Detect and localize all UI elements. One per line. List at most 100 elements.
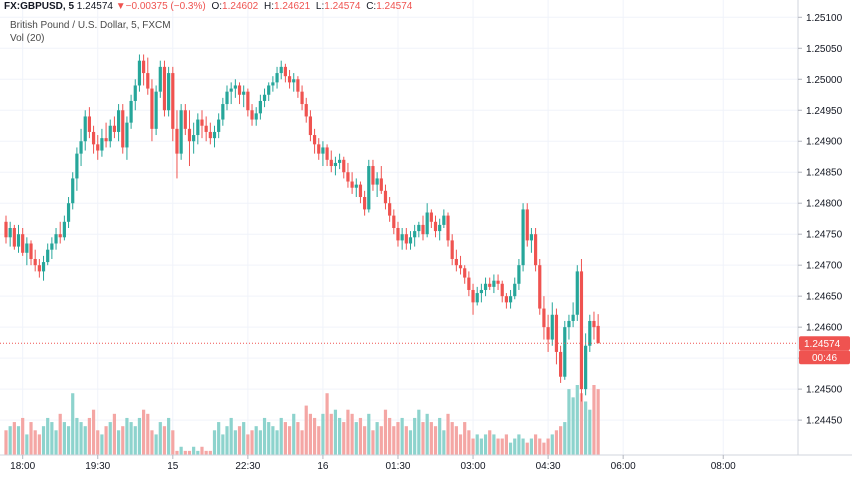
candle-body (167, 73, 171, 111)
volume-bar (121, 426, 125, 455)
candle-body (529, 234, 534, 241)
candle-body (588, 320, 592, 346)
candle-body (413, 231, 417, 238)
high-label: H: (263, 1, 274, 12)
volume-bar (471, 438, 475, 455)
candle-body (125, 122, 129, 148)
volume-bar (338, 417, 342, 455)
candle-body (296, 79, 300, 92)
candle-body (258, 100, 262, 114)
volume-bar (96, 430, 100, 455)
volume-bar (304, 405, 308, 455)
open-value: 1.24602 (222, 1, 259, 12)
candle-body (283, 66, 287, 77)
candle-body (333, 162, 338, 167)
volume-bar (463, 422, 467, 455)
volume-bar (225, 426, 229, 455)
volume-bar (275, 430, 279, 455)
candle-body (254, 113, 258, 120)
volume-bar (446, 413, 450, 455)
candle-body (533, 234, 538, 266)
volume-bar (592, 385, 596, 455)
volume-bar (279, 417, 283, 455)
candle-body (571, 314, 575, 321)
candle-body (200, 119, 204, 126)
candle-body (525, 209, 529, 241)
volume-bar (112, 413, 117, 455)
price-tick-label: 1.24850 (806, 168, 843, 179)
volume-bar (258, 430, 262, 455)
volume-bar (100, 434, 104, 455)
volume-bar (329, 413, 333, 455)
candle-body (79, 141, 83, 154)
candle-body (116, 110, 121, 132)
volume-bar (175, 450, 179, 455)
volume-bar (575, 385, 579, 455)
candle-body (367, 166, 371, 210)
volume-bar (192, 446, 196, 455)
volume-bar (16, 426, 21, 455)
volume-bar (308, 413, 313, 455)
candle-body (46, 249, 50, 263)
candle-body (217, 119, 221, 132)
price-tick-label: 1.25100 (806, 13, 843, 24)
volume-bar (508, 442, 513, 455)
candle-body (388, 203, 392, 216)
volume-bar (54, 430, 58, 455)
price-tick-label: 1.24450 (806, 416, 843, 427)
candle-body (179, 110, 183, 154)
candle-body (154, 91, 158, 129)
last-price-tag-label: 1.24574 (804, 339, 841, 350)
volume-bar (179, 446, 183, 455)
candle-body (262, 94, 267, 101)
candle-body (458, 265, 463, 269)
volume-bar (33, 430, 37, 455)
candle-body (429, 212, 433, 222)
volume-bar (584, 401, 588, 455)
volume-bar (563, 422, 567, 455)
candle-body (4, 221, 8, 238)
candle-body (91, 131, 96, 145)
candle-body (12, 228, 16, 247)
candle-body (317, 144, 321, 154)
candle-body (41, 262, 46, 272)
countdown-tag-label: 00:46 (812, 353, 837, 364)
volume-bar (396, 422, 400, 455)
volume-bar (479, 438, 483, 455)
price-tags: 1.24574 00:46 (799, 336, 850, 365)
volume-bar (254, 426, 258, 455)
candle-body (187, 128, 192, 142)
volume-bar (354, 422, 358, 455)
candle-body (133, 85, 137, 101)
candle-body (208, 131, 212, 139)
volume-bar (221, 434, 225, 455)
volume-bar (37, 434, 41, 455)
candle-body (312, 135, 317, 145)
low-value: 1.24574 (324, 1, 361, 12)
candle-body (87, 116, 91, 132)
volume-bar (79, 422, 83, 455)
candle-body (304, 104, 308, 117)
chart-grid (0, 0, 798, 455)
volume-bar (125, 417, 129, 455)
candle-body (175, 128, 179, 154)
candle-body (171, 73, 175, 129)
candle-body (417, 224, 421, 232)
open-label: O: (211, 1, 223, 12)
volume-bar (442, 430, 446, 455)
countdown-tag (799, 350, 850, 365)
candle-body (62, 221, 66, 238)
candle-body (584, 345, 588, 390)
candle-body (579, 271, 584, 390)
volume-bar (525, 442, 529, 455)
time-tick-label: 15 (167, 461, 179, 472)
candle-body (150, 88, 154, 129)
volume-bar (379, 426, 383, 455)
candle-body (542, 308, 546, 328)
candle-body (71, 178, 75, 204)
volume-bar (567, 389, 571, 455)
price-tick-label: 1.24950 (806, 106, 843, 117)
volume-bar (262, 417, 267, 455)
candle-body (554, 314, 559, 352)
